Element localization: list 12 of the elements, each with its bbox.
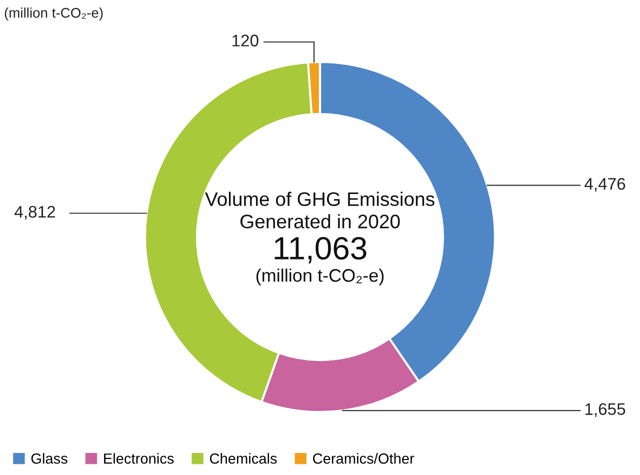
text: Volume of GHG Emissions Generated in 2020 <box>205 192 434 228</box>
legend-label: Electronics <box>104 453 174 464</box>
legend-label: Ceramics/Other <box>313 453 414 464</box>
legend-label: Glass <box>31 453 68 464</box>
data-label: 4,812 <box>14 206 56 220</box>
data-label: 4,476 <box>584 178 626 192</box>
text: 11,063 <box>274 236 366 264</box>
legend-label: Chemicals <box>210 453 277 464</box>
data-label: 120 <box>232 34 258 46</box>
text: (million t-CO₂-e) <box>256 268 384 286</box>
text: (million t-CO₂-e) <box>4 8 103 20</box>
data-label: 1,655 <box>585 403 626 417</box>
